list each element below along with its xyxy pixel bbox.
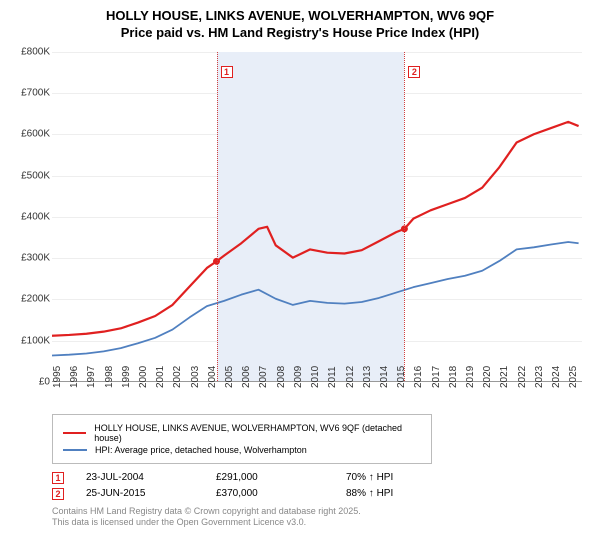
series-line-price_paid bbox=[52, 122, 579, 336]
transaction-index: 2 bbox=[52, 488, 64, 500]
legend-box: HOLLY HOUSE, LINKS AVENUE, WOLVERHAMPTON… bbox=[52, 414, 432, 464]
chart-area: £0 £100K £200K £300K £400K £500K £600K £700K £80… bbox=[12, 46, 588, 406]
transaction-index: 1 bbox=[52, 472, 64, 484]
legend-label: HPI: Average price, detached house, Wolv… bbox=[95, 445, 307, 455]
legend-row: HOLLY HOUSE, LINKS AVENUE, WOLVERHAMPTON… bbox=[63, 423, 421, 443]
chart-container: HOLLY HOUSE, LINKS AVENUE, WOLVERHAMPTON… bbox=[0, 0, 600, 560]
transaction-vline bbox=[217, 52, 218, 381]
x-axis: 1995199619971998199920002001200220032004… bbox=[52, 386, 582, 406]
footer-attribution: Contains HM Land Registry data © Crown c… bbox=[52, 506, 588, 529]
y-tick-label: £300K bbox=[21, 253, 50, 264]
legend-row: HPI: Average price, detached house, Wolv… bbox=[63, 445, 421, 455]
y-axis: £0£100K£200K£300K£400K£500K£600K£700K£80… bbox=[12, 46, 52, 382]
legend-swatch bbox=[63, 432, 86, 434]
transaction-row: 1 23-JUL-2004£291,00070% ↑ HPI bbox=[52, 472, 588, 484]
transaction-marker: 2 bbox=[408, 66, 420, 78]
legend-label: HOLLY HOUSE, LINKS AVENUE, WOLVERHAMPTON… bbox=[94, 423, 421, 443]
transaction-price: £291,000 bbox=[216, 472, 346, 483]
chart-title: HOLLY HOUSE, LINKS AVENUE, WOLVERHAMPTON… bbox=[12, 8, 588, 42]
transaction-pct: 88% ↑ HPI bbox=[346, 488, 476, 499]
y-tick-label: £400K bbox=[21, 211, 50, 222]
transaction-pct: 70% ↑ HPI bbox=[346, 472, 476, 483]
line-svg bbox=[52, 52, 582, 381]
transaction-price: £370,000 bbox=[216, 488, 346, 499]
y-tick-label: £200K bbox=[21, 294, 50, 305]
transaction-marker: 1 bbox=[221, 66, 233, 78]
footer-line-1: Contains HM Land Registry data © Crown c… bbox=[52, 506, 588, 518]
y-tick-label: £100K bbox=[21, 335, 50, 346]
y-tick-label: £600K bbox=[21, 129, 50, 140]
plot-area: 12 bbox=[52, 52, 582, 382]
title-line-2: Price paid vs. HM Land Registry's House … bbox=[12, 25, 588, 42]
y-tick-label: £700K bbox=[21, 88, 50, 99]
transaction-date: 23-JUL-2004 bbox=[86, 472, 216, 483]
y-tick-label: £500K bbox=[21, 170, 50, 181]
transaction-date: 25-JUN-2015 bbox=[86, 488, 216, 499]
transaction-vline bbox=[404, 52, 405, 381]
legend-swatch bbox=[63, 449, 87, 451]
title-line-1: HOLLY HOUSE, LINKS AVENUE, WOLVERHAMPTON… bbox=[12, 8, 588, 25]
transaction-row: 2 25-JUN-2015£370,00088% ↑ HPI bbox=[52, 488, 588, 500]
y-tick-label: £800K bbox=[21, 46, 50, 57]
series-line-hpi bbox=[52, 242, 579, 355]
transaction-table: 1 23-JUL-2004£291,00070% ↑ HPI 2 25-JUN-201… bbox=[52, 472, 588, 500]
y-tick-label: £0 bbox=[39, 376, 50, 387]
footer-line-2: This data is licensed under the Open Gov… bbox=[52, 517, 588, 529]
